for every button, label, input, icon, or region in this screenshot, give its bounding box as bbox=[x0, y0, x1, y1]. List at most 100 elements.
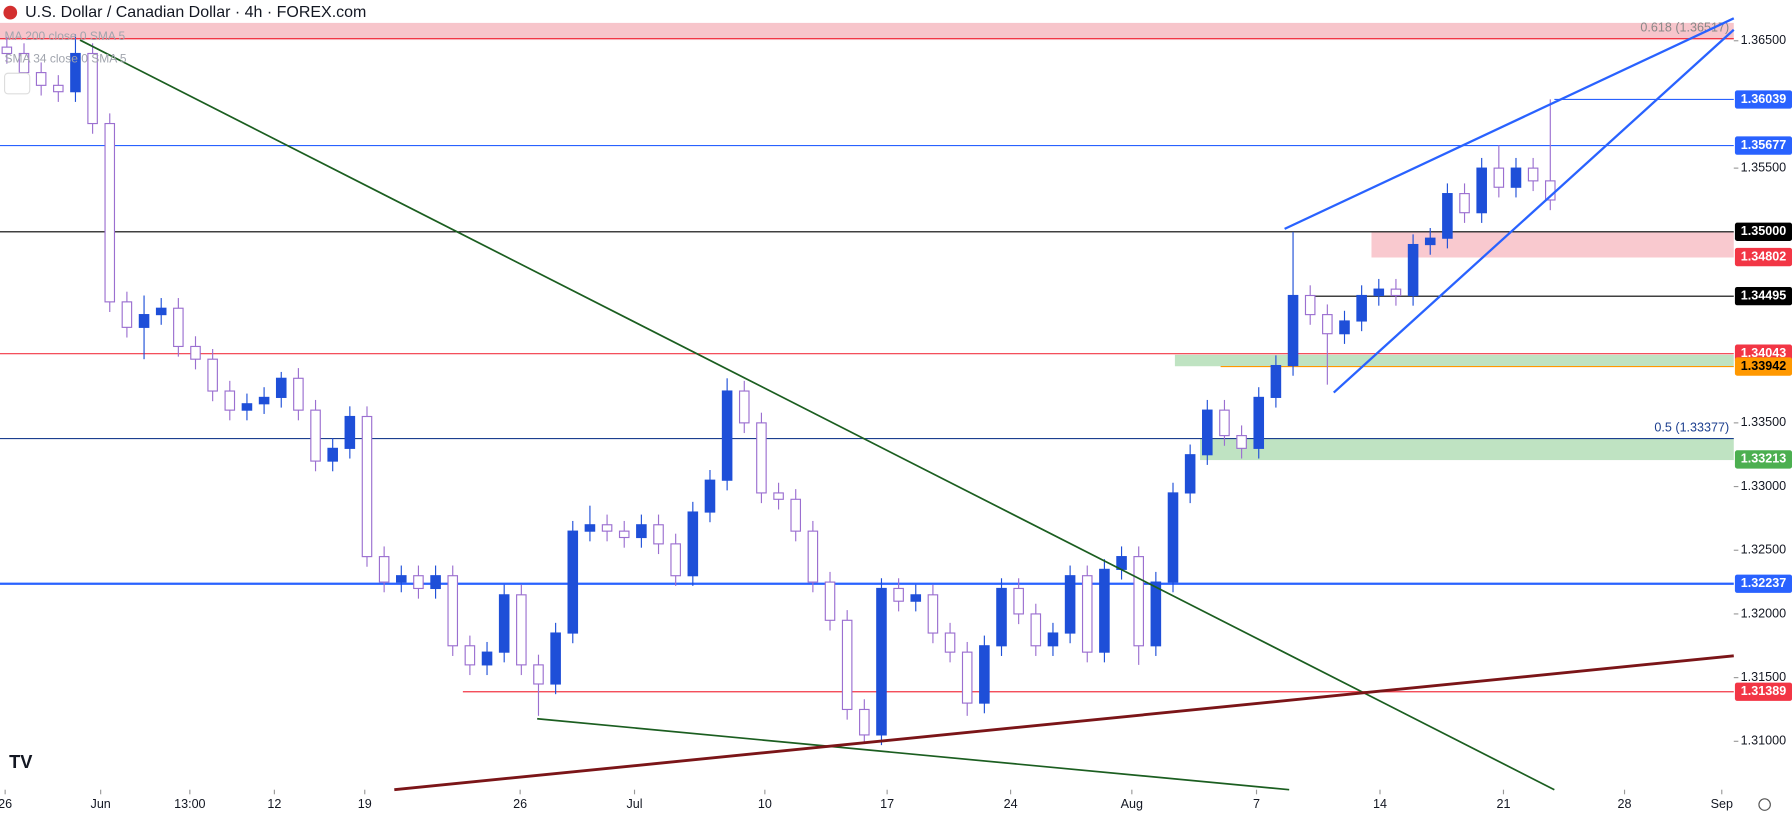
candle-body bbox=[378, 556, 390, 583]
candle-body bbox=[481, 651, 493, 666]
x-tick-label: 19 bbox=[358, 797, 372, 811]
candle-body bbox=[687, 511, 699, 577]
logo: TV bbox=[9, 751, 33, 772]
x-tick-label: 21 bbox=[1496, 797, 1510, 811]
candle-body bbox=[550, 632, 561, 685]
candle-body bbox=[1493, 167, 1505, 188]
candle-body bbox=[35, 72, 47, 86]
wedge-line bbox=[1284, 17, 1735, 230]
indicator-label: MA 200 close 0 SMA 5 bbox=[5, 29, 126, 43]
candle-body bbox=[516, 594, 527, 666]
x-tick-label: 13:00 bbox=[174, 797, 205, 811]
trendline bbox=[79, 39, 1555, 791]
candle-body bbox=[258, 396, 270, 405]
support-zone bbox=[1174, 354, 1734, 367]
settings-icon[interactable] bbox=[1758, 798, 1771, 811]
y-tick-label: 1.31500 bbox=[1741, 670, 1786, 684]
trendlines bbox=[79, 17, 1735, 792]
candle-body bbox=[961, 651, 973, 704]
price-label: 1.33213 bbox=[1741, 452, 1786, 466]
candle-body bbox=[1, 46, 13, 55]
candle-body bbox=[859, 708, 870, 736]
candle-body bbox=[173, 307, 184, 348]
y-tick-label: 1.33000 bbox=[1741, 479, 1786, 493]
candle-body bbox=[190, 345, 201, 360]
candle-body bbox=[1339, 320, 1350, 335]
candle-body bbox=[533, 664, 544, 685]
candle-body bbox=[53, 84, 64, 93]
price-label: 1.35677 bbox=[1741, 138, 1786, 152]
candle-body bbox=[1322, 314, 1333, 335]
y-tick-label: 1.35500 bbox=[1741, 160, 1786, 174]
price-label-box bbox=[1734, 574, 1792, 593]
x-tick-label: 12 bbox=[267, 797, 281, 811]
y-tick-label: 1.36500 bbox=[1741, 33, 1786, 47]
candle-body bbox=[327, 447, 338, 462]
candle-body bbox=[155, 307, 167, 316]
candle-body bbox=[1202, 409, 1213, 456]
candle-body bbox=[841, 619, 853, 711]
candle-body bbox=[138, 314, 150, 328]
candle-body bbox=[275, 377, 287, 398]
candle-body bbox=[721, 390, 733, 481]
y-tick-label: 1.31000 bbox=[1741, 734, 1786, 748]
candle-body bbox=[618, 530, 630, 539]
trendline bbox=[537, 717, 1290, 791]
candle-body bbox=[996, 587, 1007, 647]
candle-body bbox=[1373, 288, 1385, 297]
candle-body bbox=[636, 524, 647, 539]
price-label-box bbox=[1734, 247, 1792, 267]
candle-body bbox=[670, 543, 681, 577]
candle-body bbox=[653, 524, 664, 545]
candle-body bbox=[18, 52, 30, 74]
candle-body bbox=[310, 409, 321, 462]
x-tick-label: 14 bbox=[1373, 797, 1387, 811]
candle-body bbox=[1459, 193, 1470, 214]
candle-body bbox=[224, 390, 236, 411]
x-tick-label: Jun bbox=[91, 797, 111, 811]
candle-body bbox=[104, 122, 116, 303]
price-label-box bbox=[1734, 90, 1792, 109]
price-label: 1.33942 bbox=[1741, 359, 1786, 373]
candle-body bbox=[1424, 237, 1436, 246]
candle-body bbox=[1442, 193, 1453, 239]
candle-body bbox=[1527, 167, 1539, 182]
x-tick-label: Sep bbox=[1711, 797, 1733, 811]
candle-body bbox=[893, 587, 904, 602]
symbol-icon bbox=[3, 5, 18, 20]
candle-body bbox=[927, 594, 939, 634]
candle-body bbox=[1253, 396, 1265, 449]
indicator-label: SMA 34 close 0 SMA 5 bbox=[5, 52, 127, 66]
x-tick-label: Aug bbox=[1121, 797, 1143, 811]
candle-body bbox=[704, 479, 716, 513]
candle-body bbox=[1510, 167, 1522, 188]
candle-body bbox=[87, 52, 98, 125]
candle-body bbox=[1013, 587, 1024, 615]
collapse-button[interactable] bbox=[4, 72, 31, 95]
candle-body bbox=[207, 358, 218, 392]
support-zone bbox=[1200, 438, 1734, 461]
candle-body bbox=[1236, 435, 1247, 449]
wedge-line bbox=[1332, 28, 1735, 394]
candle-body bbox=[430, 575, 441, 590]
candle-body bbox=[1133, 556, 1144, 647]
x-tick-label: 26 bbox=[513, 797, 527, 811]
fib-label: 0.5 (1.33377) bbox=[1654, 421, 1729, 435]
candle-body bbox=[1390, 288, 1402, 297]
candle-body bbox=[1047, 632, 1059, 647]
price-label: 1.34495 bbox=[1741, 288, 1786, 302]
candle-body bbox=[944, 632, 956, 653]
y-tick-label: 1.33500 bbox=[1741, 415, 1786, 429]
x-tick-label: Jul bbox=[626, 797, 642, 811]
price-label-box bbox=[1734, 357, 1792, 376]
x-tick-label: 24 bbox=[1004, 797, 1018, 811]
candle-body bbox=[601, 524, 613, 532]
candle-body bbox=[756, 422, 767, 494]
candle-body bbox=[413, 575, 424, 590]
resistance-zone bbox=[0, 22, 1734, 41]
candle-body bbox=[824, 581, 836, 621]
zones bbox=[0, 22, 1734, 461]
candle-body bbox=[773, 492, 784, 500]
candle-body bbox=[241, 403, 253, 411]
